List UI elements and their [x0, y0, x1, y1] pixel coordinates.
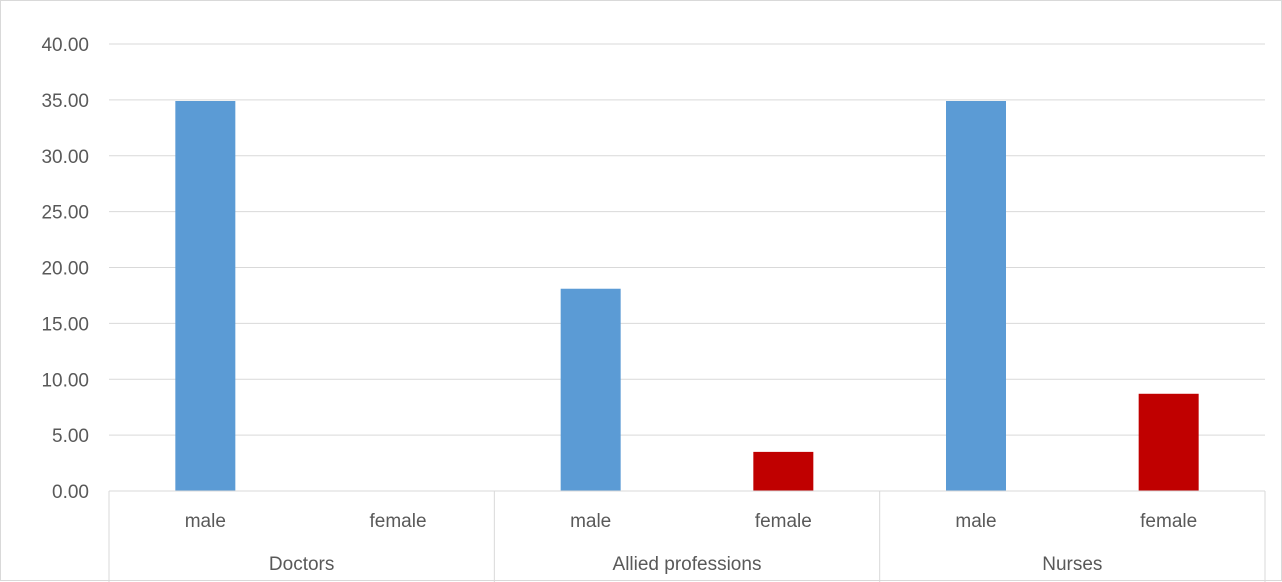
- bar-allied-professions-female: [753, 451, 814, 491]
- x-group-label: Allied professions: [613, 554, 762, 575]
- x-category-label: female: [755, 511, 812, 532]
- y-tick-label: 0.00: [52, 482, 89, 503]
- y-tick-label: 20.00: [41, 259, 89, 280]
- y-tick-label: 10.00: [41, 370, 89, 391]
- bar-nurses-female: [1138, 393, 1199, 491]
- x-category-label: male: [955, 511, 996, 532]
- bar-nurses-male: [946, 100, 1006, 492]
- y-tick-label: 40.00: [41, 35, 89, 56]
- x-category-label: female: [369, 511, 426, 532]
- x-category-label: female: [1140, 511, 1197, 532]
- x-group-label: Doctors: [269, 554, 334, 575]
- y-tick-label: 5.00: [52, 426, 89, 447]
- y-tick-label: 15.00: [41, 314, 89, 335]
- category-labels: male female Doctors male female Allied profes…: [185, 511, 1197, 575]
- x-category-label: male: [570, 511, 611, 532]
- y-tick-label: 30.00: [41, 147, 89, 168]
- y-tick-label: 35.00: [41, 91, 89, 112]
- category-axis: [108, 490, 1266, 582]
- y-tick-label: 25.00: [41, 203, 89, 224]
- y-axis-ticks: 0.00 5.00 10.00 15.00 20.00 25.00 30.00 35.00 40…: [41, 35, 89, 503]
- x-group-label: Nurses: [1042, 554, 1102, 575]
- bar-doctors-male: [175, 100, 236, 492]
- bar-allied-professions-male: [560, 288, 621, 491]
- x-category-label: male: [185, 511, 226, 532]
- gridlines: [109, 43, 1265, 436]
- bars: [175, 100, 1199, 492]
